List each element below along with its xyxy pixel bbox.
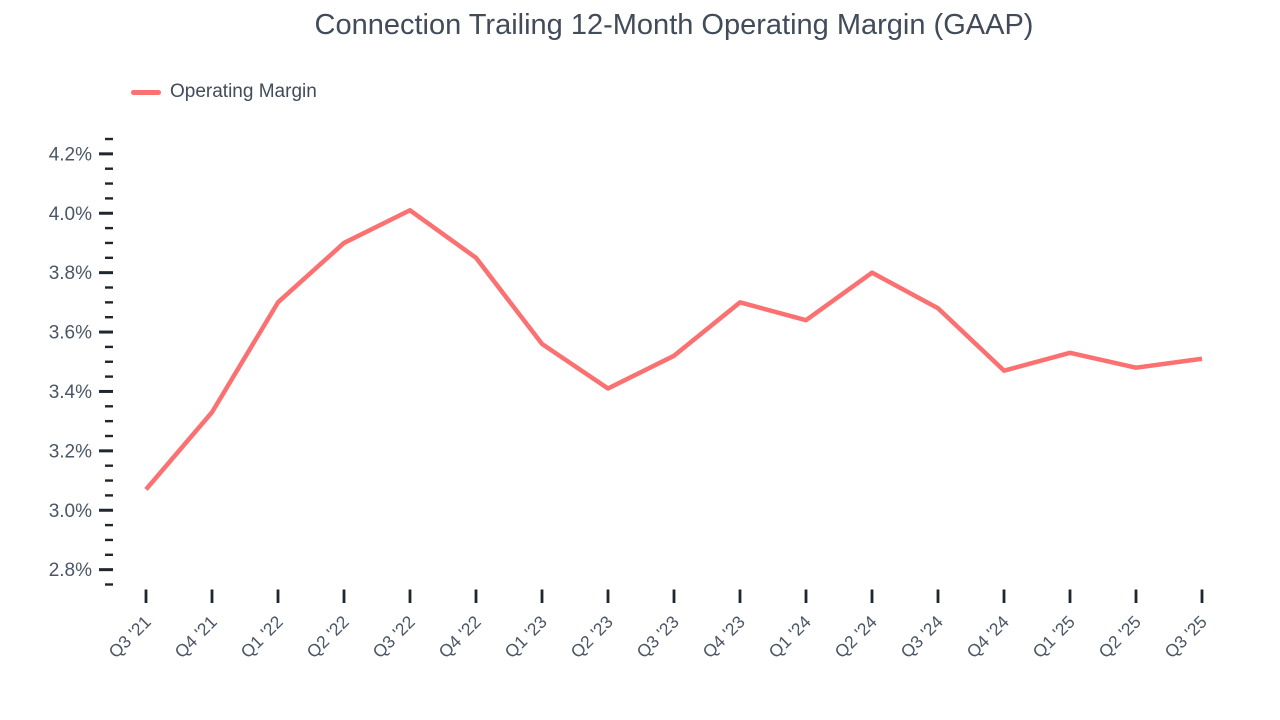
x-tick-label: Q3 '23 <box>633 612 683 662</box>
x-tick-label: Q3 '22 <box>369 612 419 662</box>
x-tick-label: Q1 '22 <box>237 612 287 662</box>
x-tick-label: Q2 '25 <box>1095 612 1145 662</box>
x-tick-label: Q3 '21 <box>105 612 155 662</box>
legend-line-swatch <box>131 89 161 95</box>
x-tick-label: Q2 '23 <box>567 612 617 662</box>
x-tick-label: Q1 '25 <box>1029 612 1079 662</box>
x-tick-label: Q4 '22 <box>435 612 485 662</box>
series-line-path <box>144 208 1203 491</box>
x-tick-label: Q4 '23 <box>699 612 749 662</box>
x-tick-label: Q4 '24 <box>963 611 1013 661</box>
y-tick-label: 4.2% <box>49 144 92 165</box>
y-tick-label: 3.8% <box>49 263 92 284</box>
y-tick-label: 2.8% <box>49 560 92 581</box>
legend-label: Operating Margin <box>170 81 317 102</box>
y-tick-label: 3.6% <box>49 323 92 344</box>
x-tick-label: Q3 '25 <box>1161 612 1211 662</box>
series-operating-margin <box>144 208 1203 491</box>
y-tick-label: 3.4% <box>49 382 92 403</box>
x-tick-label: Q1 '24 <box>765 611 815 661</box>
y-tick-label: 3.0% <box>49 501 92 522</box>
x-tick-label: Q1 '23 <box>501 612 551 662</box>
y-tick-label: 3.2% <box>49 441 92 462</box>
x-tick-label: Q2 '24 <box>831 611 881 661</box>
x-tick-label: Q4 '21 <box>171 612 221 662</box>
x-axis: Q3 '21 Q4 '21 Q1 '22 Q2 '22 Q3 '22 Q4 '22 Q1 '… <box>105 589 1211 662</box>
chart-title: Connection Trailing 12-Month Operating M… <box>314 9 1034 41</box>
y-tick-label: 4.0% <box>49 204 92 225</box>
y-axis: 2.8% 3.0% 3.2% 3.4% 3.6% 3.8% 4.0% 4.2% <box>49 137 113 586</box>
legend: Operating Margin <box>131 81 317 103</box>
x-tick-label: Q2 '22 <box>303 612 353 662</box>
x-tick-label: Q3 '24 <box>897 611 947 661</box>
